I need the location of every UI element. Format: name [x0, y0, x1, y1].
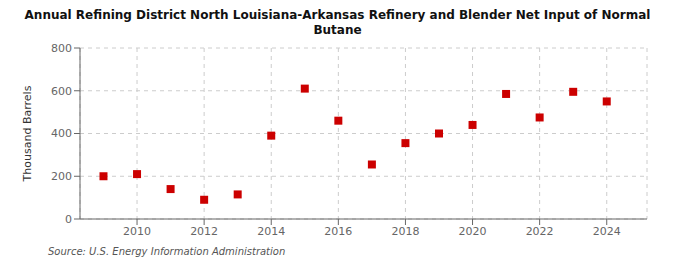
html-text:Butane: Butane — [313, 23, 362, 37]
svg-text:0: 0 — [65, 213, 72, 226]
svg-text:200: 200 — [51, 170, 72, 183]
svg-text:2014: 2014 — [257, 225, 285, 238]
svg-text:Thousand Barrels: Thousand Barrels — [21, 85, 34, 182]
svg-text:800: 800 — [51, 42, 72, 55]
svg-text:2024: 2024 — [593, 225, 621, 238]
svg-text:400: 400 — [51, 127, 72, 140]
svg-text:2010: 2010 — [123, 225, 151, 238]
svg-text:2020: 2020 — [459, 225, 487, 238]
html-text:Source: U.S. Energy Informatio: Source: U.S. Energy Information Administ… — [48, 246, 286, 257]
svg-text:2022: 2022 — [526, 225, 554, 238]
svg-text:2018: 2018 — [391, 225, 419, 238]
svg-text:2012: 2012 — [190, 225, 218, 238]
svg-text:600: 600 — [51, 85, 72, 98]
svg-text:2016: 2016 — [324, 225, 352, 238]
html-text:Annual Refining District North: Annual Refining District North Louisiana… — [24, 8, 651, 22]
